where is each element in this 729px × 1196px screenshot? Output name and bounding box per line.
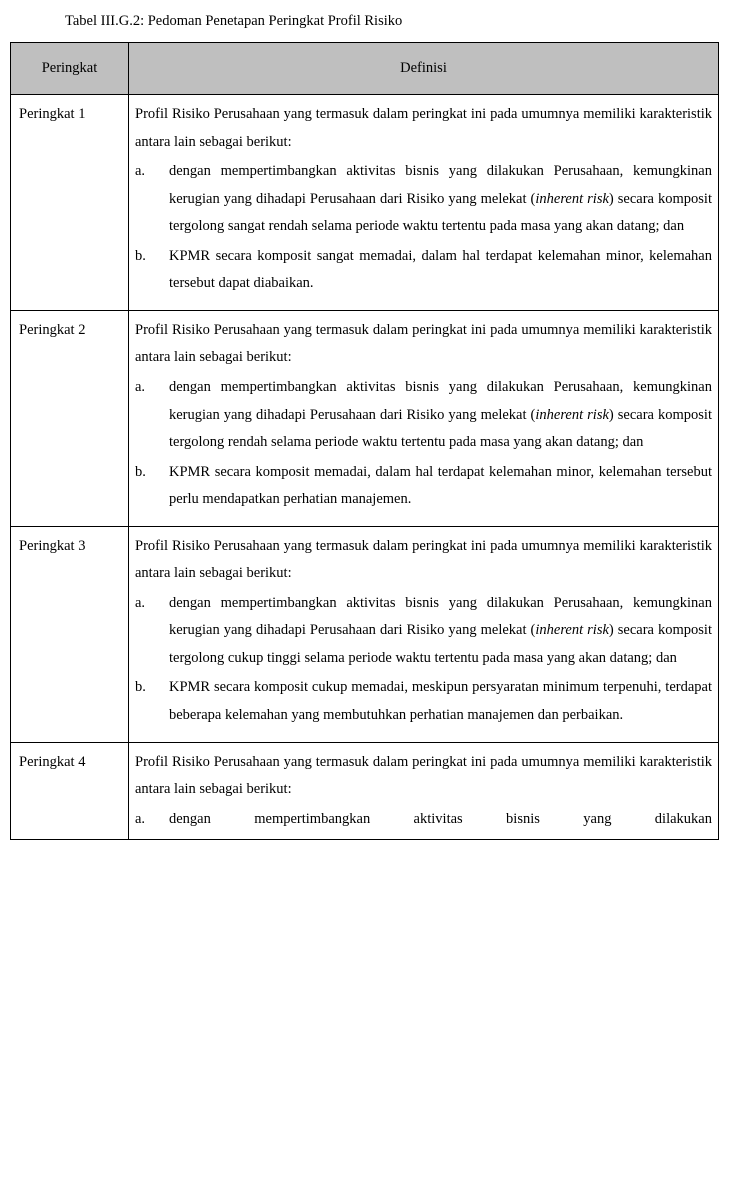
intro-text: Profil Risiko Perusahaan yang termasuk d… [135, 749, 712, 804]
list-item: b. KPMR secara komposit memadai, dalam h… [135, 459, 712, 514]
text-span: KPMR secara komposit cukup memadai, mesk… [169, 679, 712, 723]
list-item: a. dengan mempertimbangkan aktivitas bis… [135, 806, 712, 834]
text-span: KPMR secara komposit sangat memadai, dal… [169, 248, 712, 292]
list-item: b. KPMR secara komposit cukup memadai, m… [135, 674, 712, 729]
intro-text: Profil Risiko Perusahaan yang termasuk d… [135, 317, 712, 372]
list-marker: a. [135, 158, 159, 186]
text-span: dengan mempertimbangkan aktivitas bisnis… [169, 811, 712, 827]
list-item: a. dengan mempertimbangkan aktivitas bis… [135, 590, 712, 673]
list-marker: b. [135, 674, 159, 702]
list-marker: a. [135, 806, 159, 834]
definition-cell: Profil Risiko Perusahaan yang termasuk d… [129, 95, 719, 311]
list-marker: b. [135, 243, 159, 271]
list-marker: a. [135, 374, 159, 402]
italic-text: inherent risk [535, 191, 609, 207]
definition-cell: Profil Risiko Perusahaan yang termasuk d… [129, 310, 719, 526]
table-title: Tabel III.G.2: Pedoman Penetapan Peringk… [65, 8, 719, 36]
table-row: Peringkat 4 Profil Risiko Perusahaan yan… [11, 742, 719, 840]
definition-cell: Profil Risiko Perusahaan yang termasuk d… [129, 526, 719, 742]
definition-cell: Profil Risiko Perusahaan yang termasuk d… [129, 742, 719, 840]
text-span: KPMR secara komposit memadai, dalam hal … [169, 464, 712, 508]
table-row: Peringkat 1 Profil Risiko Perusahaan yan… [11, 95, 719, 311]
intro-text: Profil Risiko Perusahaan yang termasuk d… [135, 533, 712, 588]
list-item: a. dengan mempertimbangkan aktivitas bis… [135, 158, 712, 241]
header-definisi: Definisi [129, 42, 719, 95]
list-marker: b. [135, 459, 159, 487]
list-item: b. KPMR secara komposit sangat memadai, … [135, 243, 712, 298]
rank-cell: Peringkat 3 [11, 526, 129, 742]
table-row: Peringkat 3 Profil Risiko Perusahaan yan… [11, 526, 719, 742]
intro-text: Profil Risiko Perusahaan yang termasuk d… [135, 101, 712, 156]
italic-text: inherent risk [535, 622, 609, 638]
rank-cell: Peringkat 4 [11, 742, 129, 840]
list-marker: a. [135, 590, 159, 618]
header-peringkat: Peringkat [11, 42, 129, 95]
rank-cell: Peringkat 2 [11, 310, 129, 526]
italic-text: inherent risk [535, 407, 609, 423]
table-row: Peringkat 2 Profil Risiko Perusahaan yan… [11, 310, 719, 526]
rank-cell: Peringkat 1 [11, 95, 129, 311]
list-item: a. dengan mempertimbangkan aktivitas bis… [135, 374, 712, 457]
risk-profile-table: Peringkat Definisi Peringkat 1 Profil Ri… [10, 42, 719, 841]
